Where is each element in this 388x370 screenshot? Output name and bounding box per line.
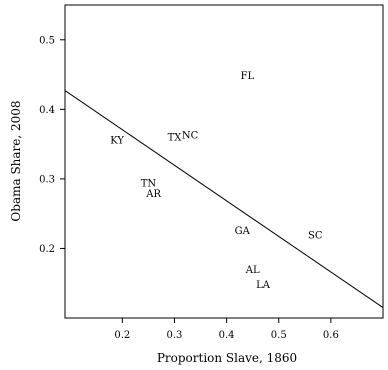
data-point-sc: SC [308,231,323,242]
x-axis: 0.2 0.3 0.4 0.5 0.6 [114,318,339,341]
data-point-al: AL [245,265,260,276]
x-axis-title: Proportion Slave, 1860 [157,351,297,365]
x-tick-label: 0.4 [219,330,235,341]
data-point-tx: TX [168,133,183,144]
data-point-fl: FL [241,71,255,82]
data-point-tn: TN [141,179,157,190]
x-tick-label: 0.6 [323,330,339,341]
data-point-nc: NC [182,131,199,142]
x-tick-label: 0.5 [271,330,287,341]
y-tick-label: 0.2 [39,244,55,255]
data-point-ar: AR [145,189,161,200]
y-axis-title: Obama Share, 2008 [9,100,23,221]
data-point-ky: KY [110,135,124,146]
y-tick-label: 0.3 [39,174,55,185]
x-tick-label: 0.3 [167,330,183,341]
data-point-ga: GA [235,226,251,237]
regression-line [64,90,384,308]
plot-frame [64,4,384,319]
x-tick-label: 0.2 [114,330,130,341]
y-tick-label: 0.4 [39,105,55,116]
y-tick-label: 0.5 [39,35,55,46]
y-axis: 0.2 0.3 0.4 0.5 [39,35,65,255]
data-point-la: LA [256,280,271,291]
